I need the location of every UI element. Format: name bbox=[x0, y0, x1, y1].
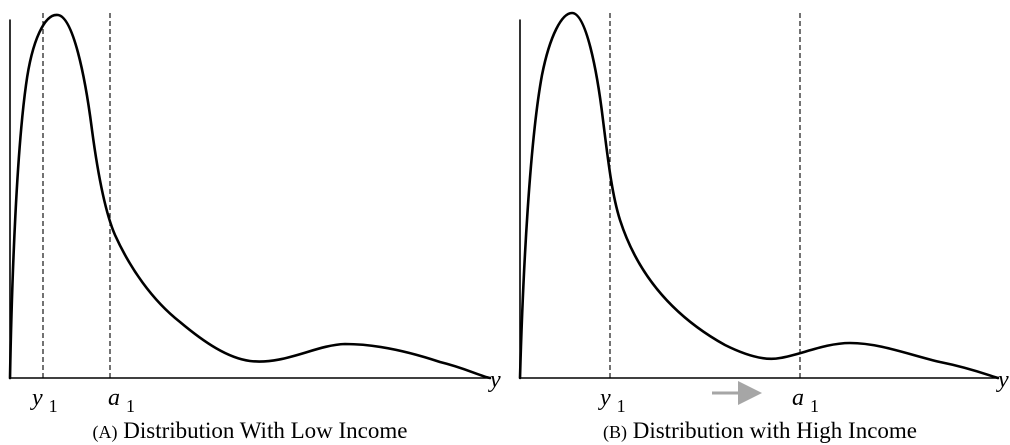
axis-label-y: y bbox=[996, 367, 1009, 393]
panel-caption: (B) Distribution with High Income bbox=[603, 418, 917, 443]
panel-caption-text: Distribution with High Income bbox=[627, 418, 917, 443]
axis-label-y: y bbox=[488, 367, 501, 393]
panel-caption-text: Distribution With Low Income bbox=[118, 418, 408, 443]
marker-subscript: 1 bbox=[126, 396, 135, 416]
panel-low-income: y y 1 a 1 (A) Distribution With Low Inco… bbox=[8, 13, 501, 443]
density-curve bbox=[8, 13, 492, 380]
marker-symbol: y bbox=[30, 385, 43, 411]
marker-subscript: 1 bbox=[49, 396, 58, 416]
marker-symbol: a bbox=[792, 385, 804, 411]
marker-label-a1: a 1 bbox=[108, 385, 135, 416]
marker-subscript: 1 bbox=[617, 396, 626, 416]
panel-caption-tag: (B) bbox=[603, 422, 627, 443]
panel-caption: (A) Distribution With Low Income bbox=[93, 418, 408, 443]
marker-label-y1: y 1 bbox=[598, 385, 626, 416]
marker-label-a1: a 1 bbox=[792, 385, 819, 416]
marker-symbol: a bbox=[108, 385, 120, 411]
marker-subscript: 1 bbox=[810, 396, 819, 416]
density-curve bbox=[518, 11, 1000, 380]
marker-symbol: y bbox=[598, 385, 611, 411]
marker-label-y1: y 1 bbox=[30, 385, 58, 416]
panel-high-income: y y 1 a 1 (B) Distribution with High Inc… bbox=[518, 11, 1009, 443]
panel-caption-tag: (A) bbox=[93, 422, 118, 443]
